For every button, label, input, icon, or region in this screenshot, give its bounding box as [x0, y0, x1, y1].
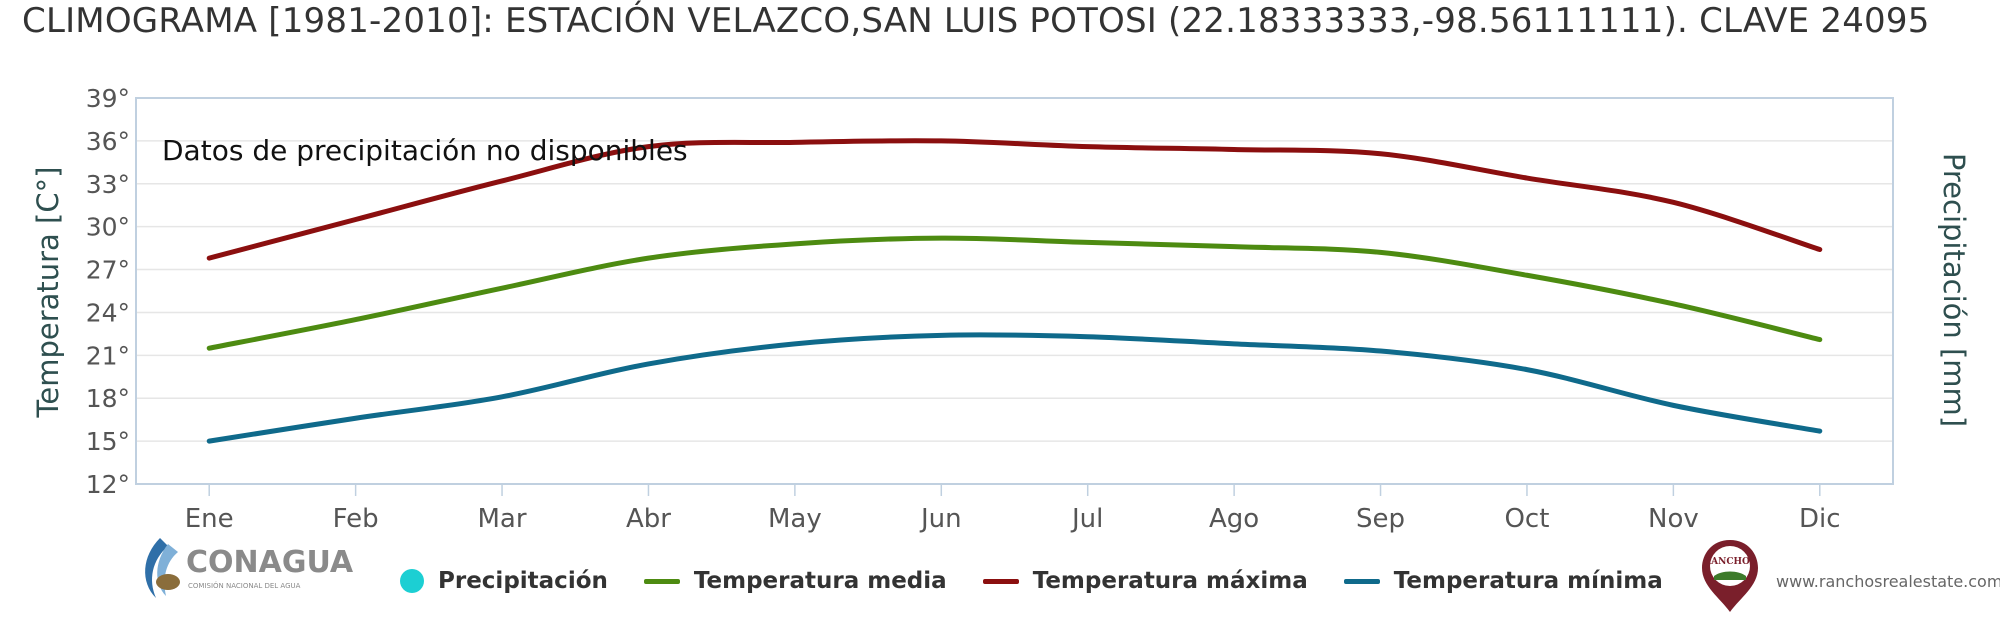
y-tick-label: 12°: [86, 470, 130, 499]
conagua-logo-subtitle: COMISIÓN NACIONAL DEL AGUA: [188, 581, 301, 590]
y-axis-title-right: Precipitación [mm]: [1937, 153, 1971, 427]
y-tick-label: 18°: [86, 384, 130, 413]
y-tick-label: 15°: [86, 427, 130, 456]
series-line-temperatura-media[interactable]: [206, 235, 1823, 351]
legend-media-line: [643, 578, 680, 584]
series-lines: [206, 138, 1823, 444]
x-tick-label: Nov: [1648, 504, 1699, 534]
x-tick-label: Mar: [478, 504, 527, 534]
x-tick-label: Sep: [1356, 504, 1405, 534]
ranchos-url: www.ranchosrealestate.com: [1776, 572, 2000, 591]
x-tick-label: Feb: [333, 504, 379, 534]
y-axis-ticks: 12° 15° 18° 21° 24° 27° 30° 33° 36° 39°: [86, 84, 130, 499]
chart-legend: Precipitación Temperatura media Temperat…: [400, 563, 1699, 599]
ranchos-logo: RANCHOS: [1702, 540, 1758, 612]
legend-label: Precipitación: [438, 568, 608, 594]
legend-item-temperatura-maxima[interactable]: Temperatura máxima: [982, 568, 1308, 594]
legend-precipitation-dot: [400, 569, 424, 593]
legend-label: Temperatura media: [693, 568, 947, 594]
chart-title: CLIMOGRAMA [1981-2010]: ESTACIÓN VELAZCO…: [22, 1, 1930, 41]
legend-label: Temperatura mínima: [1393, 568, 1663, 594]
plot-area-border: [135, 97, 1894, 485]
x-tick-label: Jul: [1070, 504, 1103, 534]
x-tick-label: Oct: [1504, 504, 1549, 534]
y-tick-label: 33°: [86, 170, 130, 199]
conagua-logo: CONAGUA COMISIÓN NACIONAL DEL AGUA: [145, 538, 354, 598]
series-line-temperatura-m-xima[interactable]: [206, 138, 1823, 261]
no-precipitation-annotation: Datos de precipitación no disponibles: [162, 134, 688, 167]
x-tick-label: Ene: [185, 504, 234, 534]
legend-item-temperatura-media[interactable]: Temperatura media: [643, 568, 947, 594]
legend-item-temperatura-minima[interactable]: Temperatura mínima: [1343, 568, 1663, 594]
legend-minima-line: [1343, 578, 1380, 584]
y-tick-label: 36°: [86, 127, 130, 156]
x-tick-label: May: [768, 504, 822, 534]
ranchos-logo-text: RANCHOS: [1704, 557, 1757, 567]
x-tick-label: Ago: [1209, 504, 1259, 534]
y-tick-label: 30°: [86, 213, 130, 242]
legend-label: Temperatura máxima: [1032, 568, 1308, 594]
x-tick-label: Jun: [919, 504, 962, 534]
y-tick-label: 27°: [86, 256, 130, 285]
y-tick-label: 21°: [86, 341, 130, 370]
x-tick-label: Dic: [1799, 504, 1841, 534]
x-tick-label: Abr: [626, 504, 671, 534]
legend-item-precipitacion[interactable]: Precipitación: [400, 568, 608, 594]
y-tick-label: 24°: [86, 298, 130, 327]
x-axis-ticks: Ene Feb Mar Abr May Jun Jul Ago Sep Oct Nov Dic: [185, 484, 1841, 534]
conagua-logo-text: CONAGUA: [186, 545, 354, 580]
y-tick-label: 39°: [86, 84, 130, 113]
legend-maxima-line: [982, 578, 1019, 584]
series-line-temperatura-m-nima[interactable]: [206, 332, 1823, 444]
y-axis-title-left: Temperatura [C°]: [31, 167, 65, 419]
